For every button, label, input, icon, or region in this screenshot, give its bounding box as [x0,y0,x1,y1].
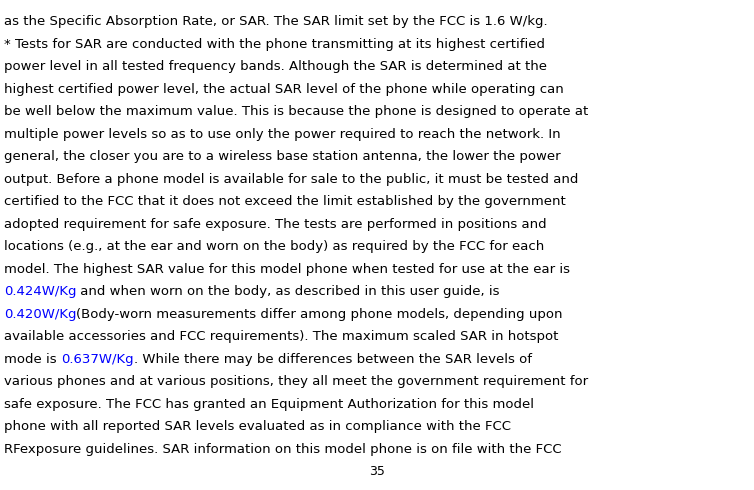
Text: * Tests for SAR are conducted with the phone transmitting at its highest certifi: * Tests for SAR are conducted with the p… [4,38,545,51]
Text: . While there may be differences between the SAR levels of: . While there may be differences between… [133,353,532,366]
Text: as the Specific Absorption Rate, or SAR. The SAR limit set by the FCC is 1.6 W/k: as the Specific Absorption Rate, or SAR.… [4,15,547,28]
Text: 0.637W/Kg: 0.637W/Kg [61,353,133,366]
Text: adopted requirement for safe exposure. The tests are performed in positions and: adopted requirement for safe exposure. T… [4,218,547,231]
Text: RFexposure guidelines. SAR information on this model phone is on file with the F: RFexposure guidelines. SAR information o… [4,443,562,456]
Text: 0.424W/Kg: 0.424W/Kg [4,285,76,298]
Text: locations (e.g., at the ear and worn on the body) as required by the FCC for eac: locations (e.g., at the ear and worn on … [4,240,544,253]
Text: power level in all tested frequency bands. Although the SAR is determined at the: power level in all tested frequency band… [4,60,547,73]
Text: highest certified power level, the actual SAR level of the phone while operating: highest certified power level, the actua… [4,83,564,96]
Text: multiple power levels so as to use only the power required to reach the network.: multiple power levels so as to use only … [4,128,561,141]
Text: certified to the FCC that it does not exceed the limit established by the govern: certified to the FCC that it does not ex… [4,195,566,208]
Text: output. Before a phone model is available for sale to the public, it must be tes: output. Before a phone model is availabl… [4,173,578,186]
Text: mode is: mode is [4,353,61,366]
Text: phone with all reported SAR levels evaluated as in compliance with the FCC: phone with all reported SAR levels evalu… [4,420,511,433]
Text: various phones and at various positions, they all meet the government requiremen: various phones and at various positions,… [4,375,588,388]
Text: 35: 35 [369,465,385,478]
Text: model. The highest SAR value for this model phone when tested for use at the ear: model. The highest SAR value for this mo… [4,263,570,276]
Text: 0.420W/Kg: 0.420W/Kg [4,308,76,321]
Text: (Body-worn measurements differ among phone models, depending upon: (Body-worn measurements differ among pho… [76,308,563,321]
Text: general, the closer you are to a wireless base station antenna, the lower the po: general, the closer you are to a wireles… [4,150,561,163]
Text: safe exposure. The FCC has granted an Equipment Authorization for this model: safe exposure. The FCC has granted an Eq… [4,398,534,411]
Text: available accessories and FCC requirements). The maximum scaled SAR in hotspot: available accessories and FCC requiremen… [4,330,559,343]
Text: be well below the maximum value. This is because the phone is designed to operat: be well below the maximum value. This is… [4,105,588,118]
Text: and when worn on the body, as described in this user guide, is: and when worn on the body, as described … [76,285,500,298]
